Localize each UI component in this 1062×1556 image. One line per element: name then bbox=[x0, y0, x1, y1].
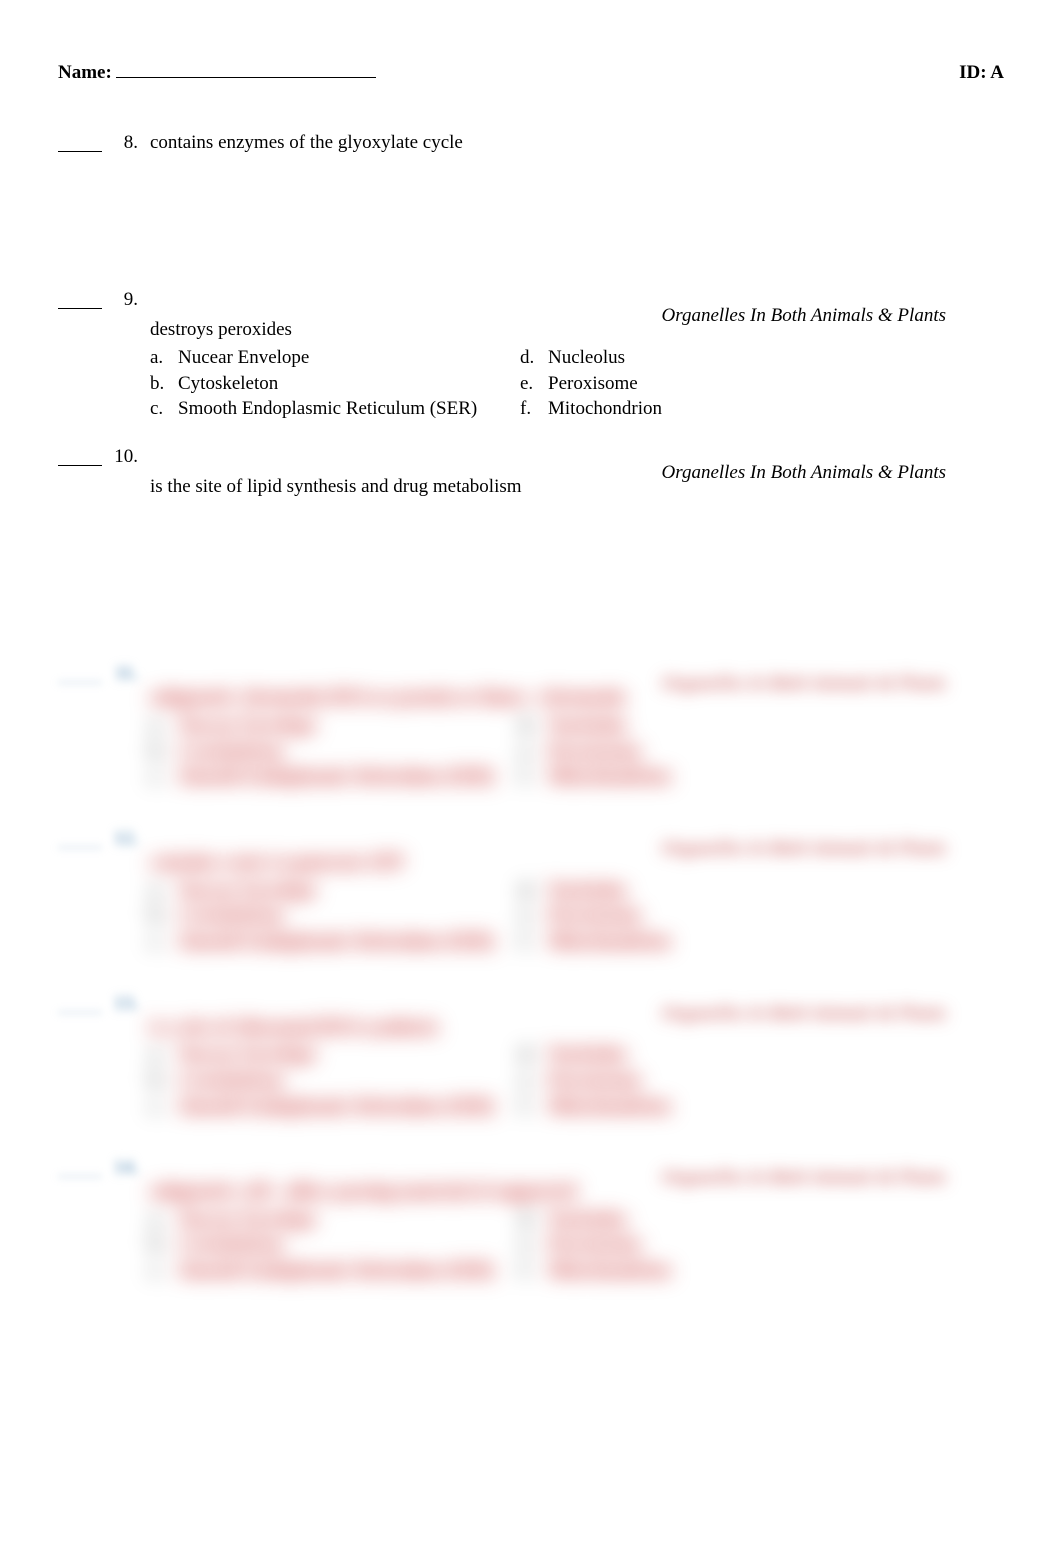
question-number: 11. bbox=[114, 661, 150, 790]
question-number: 10. bbox=[114, 444, 150, 502]
question-10: 10. Organelles In Both Animals & Plants … bbox=[58, 444, 1004, 502]
option-f: f.Mitochondrion bbox=[520, 396, 662, 422]
name-label: Name: bbox=[58, 62, 112, 83]
option-e: e.Peroxisome bbox=[520, 371, 662, 397]
answer-blank bbox=[58, 995, 102, 1013]
blurred-region: 11. Organelles In Both Animals & Plants … bbox=[58, 661, 1004, 1283]
answer-blank[interactable] bbox=[58, 448, 102, 466]
question-14-blurred: 14. Organelles In Both Animals & Plants … bbox=[58, 1155, 1004, 1284]
question-number: 13. bbox=[114, 991, 150, 1120]
question-number: 8. bbox=[114, 130, 150, 158]
name-blank[interactable] bbox=[116, 77, 376, 78]
question-number: 14. bbox=[114, 1155, 150, 1284]
question-11-blurred: 11. Organelles In Both Animals & Plants … bbox=[58, 661, 1004, 790]
section-label: Organelles In Both Animals & Plants bbox=[662, 303, 946, 329]
question-9: 9. Organelles In Both Animals & Plants d… bbox=[58, 287, 1004, 422]
option-b: b.Cytoskeleton bbox=[150, 371, 520, 397]
question-text: subgenetic chromatin DNA or protein or l… bbox=[150, 685, 1004, 711]
answer-blank bbox=[58, 665, 102, 683]
question-12-blurred: 12. Organelles In Both Animals & Plants … bbox=[58, 826, 1004, 955]
question-13-blurred: 13. Organelles In Both Animals & Plants … bbox=[58, 991, 1004, 1120]
page-header: Name: ID: A bbox=[58, 60, 1004, 86]
answer-blank[interactable] bbox=[58, 291, 102, 309]
question-text: contains enzymes of the glyoxylate cycle bbox=[150, 130, 1004, 156]
question-8: 8. contains enzymes of the glyoxylate cy… bbox=[58, 130, 1004, 158]
section-label: Organelles In Both Animals & Plants bbox=[662, 460, 946, 486]
answer-blank bbox=[58, 1159, 102, 1177]
option-c: c.Smooth Endoplasmic Reticulum (SER) bbox=[150, 396, 520, 422]
name-field: Name: bbox=[58, 60, 376, 86]
option-d: d.Nucleolus bbox=[520, 345, 662, 371]
question-number: 9. bbox=[114, 287, 150, 422]
option-a: a.Nucear Envelope bbox=[150, 345, 520, 371]
question-number: 12. bbox=[114, 826, 150, 955]
options: a.Nucear Envelope b.Cytoskeleton c.Smoot… bbox=[150, 345, 1004, 422]
answer-blank[interactable] bbox=[58, 134, 102, 152]
id-label: ID: A bbox=[959, 60, 1004, 86]
answer-blank bbox=[58, 830, 102, 848]
